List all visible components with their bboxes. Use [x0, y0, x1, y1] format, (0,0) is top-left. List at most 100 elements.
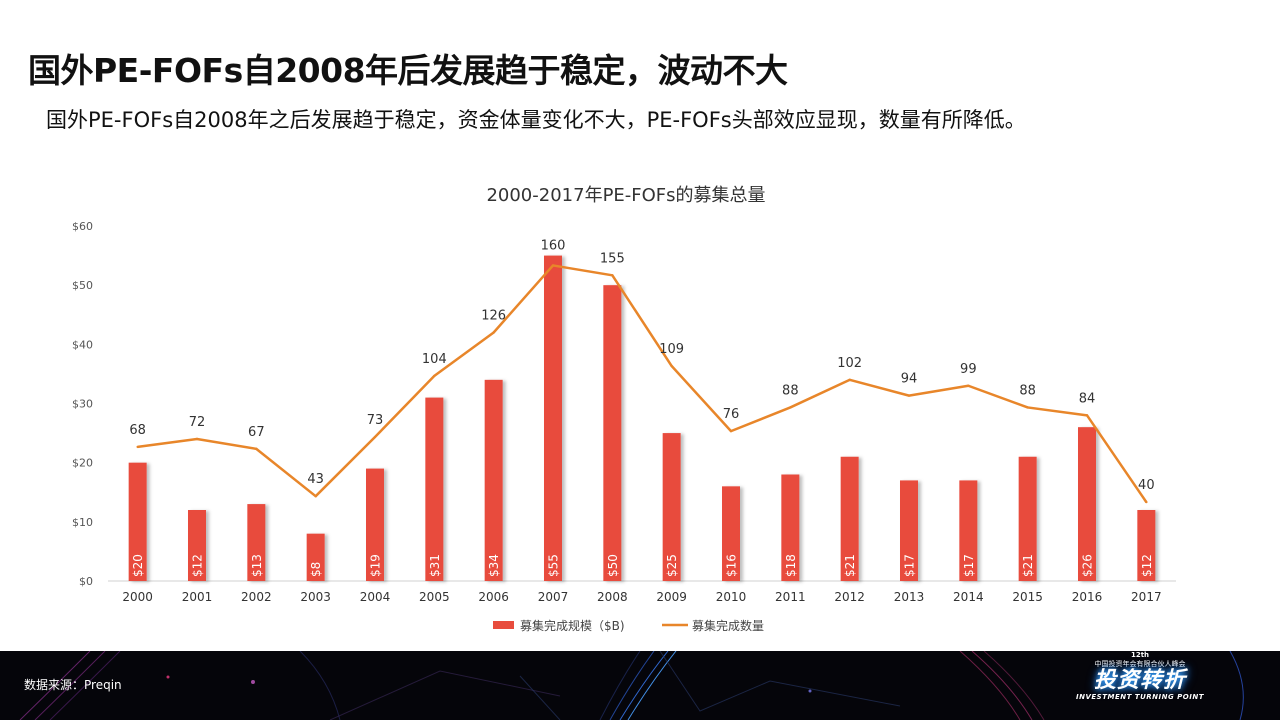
bar: [722, 486, 740, 581]
bar: [1137, 510, 1156, 581]
line-data-label: 155: [600, 251, 625, 266]
line-point: [373, 435, 377, 439]
line-series-count: [137, 264, 1148, 503]
data-source: 数据来源：Preqin: [24, 678, 122, 692]
bar-data-label: $17: [903, 554, 917, 577]
bar-data-label: $12: [1140, 554, 1154, 577]
line-point: [255, 447, 258, 451]
fundraising-chart: 2000-2017年PE-FOFs的募集总量 $0 $10 $20 $30 $40 $50…: [72, 185, 1176, 633]
x-tick-label: 2010: [716, 590, 747, 604]
page-title: 国外PE-FOFs自2008年后发展趋于稳定，波动不大: [28, 51, 788, 90]
bar: [366, 468, 384, 581]
x-tick-label: 2014: [953, 590, 984, 604]
x-tick-label: 2017: [1131, 590, 1162, 604]
x-tick-label: 2004: [360, 590, 391, 604]
line-data-label: 68: [129, 423, 146, 438]
bar: [128, 462, 147, 581]
line-point: [195, 437, 199, 441]
bar: [306, 533, 325, 581]
line-data-label: 94: [901, 372, 918, 387]
legend-swatch-bar: [493, 621, 514, 629]
line-point: [1145, 500, 1148, 504]
legend-label-bar: 募集完成规模（$B): [520, 618, 625, 633]
bar-data-label: $20: [131, 554, 145, 577]
line-data-label: 104: [422, 352, 447, 367]
bar: [484, 379, 503, 581]
line-data-label: 72: [189, 415, 206, 430]
logo-org: 中国投资年会有限合伙人峰会: [1094, 660, 1186, 668]
bar-data-label: $55: [547, 554, 561, 577]
bar-data-label: $16: [725, 554, 739, 577]
x-tick-label: 2005: [419, 590, 450, 604]
bar: [900, 480, 918, 581]
line-data-label: 88: [1019, 383, 1036, 398]
x-tick-label: 2016: [1072, 590, 1103, 604]
x-tick-label: 2003: [300, 590, 331, 604]
line-point: [789, 406, 792, 409]
legend-label-line: 募集完成数量: [692, 618, 764, 633]
bar: [662, 433, 681, 581]
bar: [1018, 456, 1037, 581]
line-point: [492, 331, 495, 334]
y-tick-label: $40: [72, 338, 93, 351]
line-data-label: 67: [248, 425, 265, 440]
bar: [1078, 427, 1096, 581]
x-tick-label: 2002: [241, 590, 272, 604]
bar: [840, 456, 859, 581]
x-tick-label: 2006: [478, 590, 509, 604]
y-tick-label: $30: [72, 398, 93, 411]
chart-title: 2000-2017年PE-FOFs的募集总量: [486, 185, 765, 206]
x-tick-label: 2009: [656, 590, 687, 604]
line-data-label: 102: [837, 356, 862, 371]
bar-data-label: $19: [369, 554, 383, 577]
line-data-label: 40: [1138, 478, 1155, 493]
bar: [247, 504, 266, 581]
y-tick-label: $50: [72, 279, 93, 292]
bar: [188, 510, 206, 581]
bar-data-label: $21: [1021, 554, 1035, 577]
line-data-label: 126: [481, 309, 506, 324]
line-point: [433, 374, 436, 378]
chart-legend: 募集完成规模（$B) 募集完成数量: [493, 618, 764, 633]
bar-data-label: $18: [784, 554, 798, 577]
bar-data-label: $12: [191, 554, 205, 577]
x-tick-label: 2012: [834, 590, 865, 604]
x-tick-label: 2015: [1012, 590, 1043, 604]
line-data-label: 84: [1079, 391, 1096, 406]
bar: [544, 255, 562, 582]
logo-edition: 12th: [1130, 651, 1150, 659]
y-tick-label: $60: [72, 220, 93, 233]
logo-english: INVESTMENT TURNING POINT: [1076, 693, 1204, 701]
x-tick-label: 2000: [122, 590, 153, 604]
x-tick-label: 2007: [538, 590, 569, 604]
line-data-label: 88: [782, 383, 799, 398]
line-point: [314, 494, 317, 498]
line-point: [848, 378, 851, 382]
line-point: [611, 274, 614, 277]
line-point: [729, 429, 733, 433]
bar-data-label: $17: [962, 554, 976, 577]
bar: [959, 480, 978, 581]
page-subtitle: 国外PE-FOFs自2008年之后发展趋于稳定，资金体量变化不大，PE-FOFs…: [46, 108, 1026, 132]
line-data-label: 99: [960, 362, 977, 377]
footer-decoration: [19, 651, 1244, 720]
line-point: [136, 445, 139, 449]
line-point: [967, 384, 970, 387]
line-data-label: 109: [659, 342, 684, 357]
bar-data-label: $13: [250, 554, 264, 577]
line-data-label: 73: [367, 413, 384, 428]
bar-data-label: $8: [309, 562, 323, 577]
logo-main: 投资转折: [1093, 668, 1186, 693]
event-logo: 12th 中国投资年会有限合伙人峰会 投资转折 INVESTMENT TURNI…: [1040, 651, 1240, 720]
line-point: [551, 264, 555, 267]
bar-data-label: $34: [487, 554, 501, 577]
line-data-label: 76: [723, 407, 740, 422]
line-point: [907, 394, 911, 397]
line-point: [1085, 414, 1089, 417]
x-tick-label: 2013: [894, 590, 925, 604]
line-data-label: 160: [541, 239, 566, 254]
y-tick-label: $0: [79, 575, 93, 588]
bar-data-label: $31: [428, 554, 442, 577]
bar: [425, 397, 444, 581]
footer-banner: 数据来源：Preqin 12th 中国投资年会有限合伙人峰会 投资转折 INVE…: [0, 651, 1280, 720]
